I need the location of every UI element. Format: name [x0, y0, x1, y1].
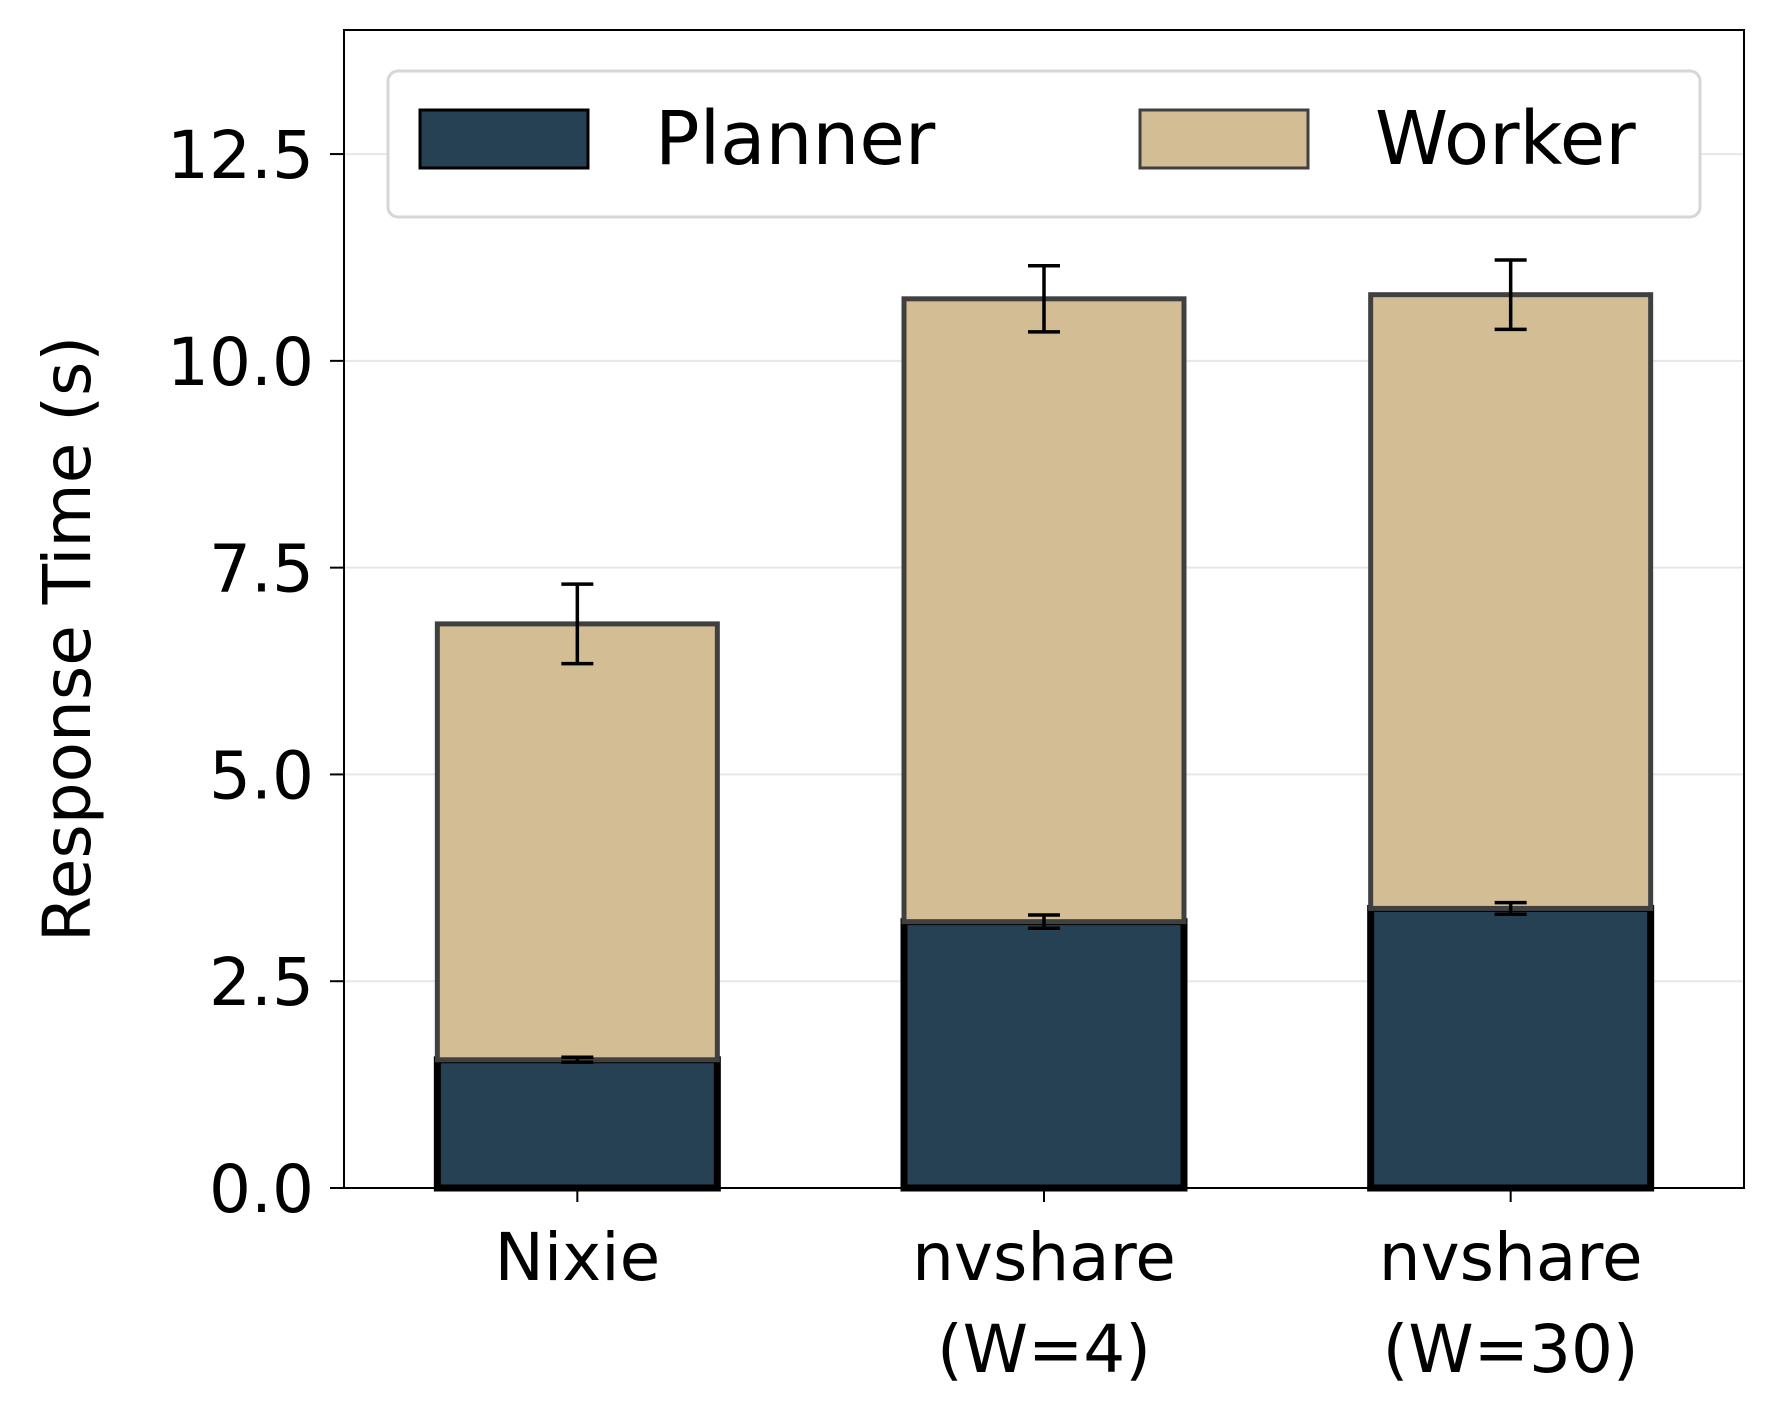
y-axis: 0.0 2.5 5.0 7.5 10.0 12.5 [167, 117, 344, 1228]
x-axis: Nixie nvshare (W=4) nvshare (W=30) [494, 1188, 1643, 1388]
bar-worker-0 [434, 621, 720, 1063]
error-bar-planner-1 [1028, 913, 1060, 931]
bar-worker-2 [1368, 292, 1654, 911]
y-tick-label: 5.0 [209, 737, 314, 814]
y-tick-label: 12.5 [167, 117, 314, 194]
legend-swatch-planner [418, 108, 590, 170]
bar-planner-0 [433, 1056, 721, 1192]
x-tick-label: nvshare [1379, 1219, 1643, 1296]
legend-label-worker: Worker [1375, 96, 1636, 182]
bar-planner-1 [900, 918, 1188, 1192]
y-tick-label: 0.0 [209, 1151, 314, 1228]
error-bars [561, 258, 1527, 1065]
x-tick-label: nvshare [912, 1219, 1176, 1296]
legend-frame [386, 69, 1702, 219]
y-axis-label: Response Time (s) [29, 336, 106, 942]
error-bar-worker-0 [561, 582, 594, 666]
legend-label-planner: Planner [655, 96, 936, 182]
x-tick-label: (W=30) [1383, 1311, 1639, 1388]
legend: Planner Worker [386, 69, 1702, 219]
bars [433, 292, 1655, 1192]
error-bar-planner-2 [1494, 900, 1527, 916]
y-tick-label: 7.5 [209, 531, 314, 608]
error-bar-worker-2 [1494, 258, 1527, 332]
y-tick-label: 2.5 [209, 944, 314, 1021]
x-tick-label: Nixie [494, 1219, 660, 1296]
error-bar-planner-0 [561, 1055, 594, 1065]
x-tick-label: (W=4) [937, 1311, 1151, 1388]
bar-planner-2 [1367, 904, 1655, 1192]
bar-worker-1 [901, 296, 1187, 925]
y-tick-label: 10.0 [167, 324, 314, 401]
legend-swatch-worker [1138, 108, 1310, 170]
error-bar-worker-1 [1028, 263, 1060, 334]
